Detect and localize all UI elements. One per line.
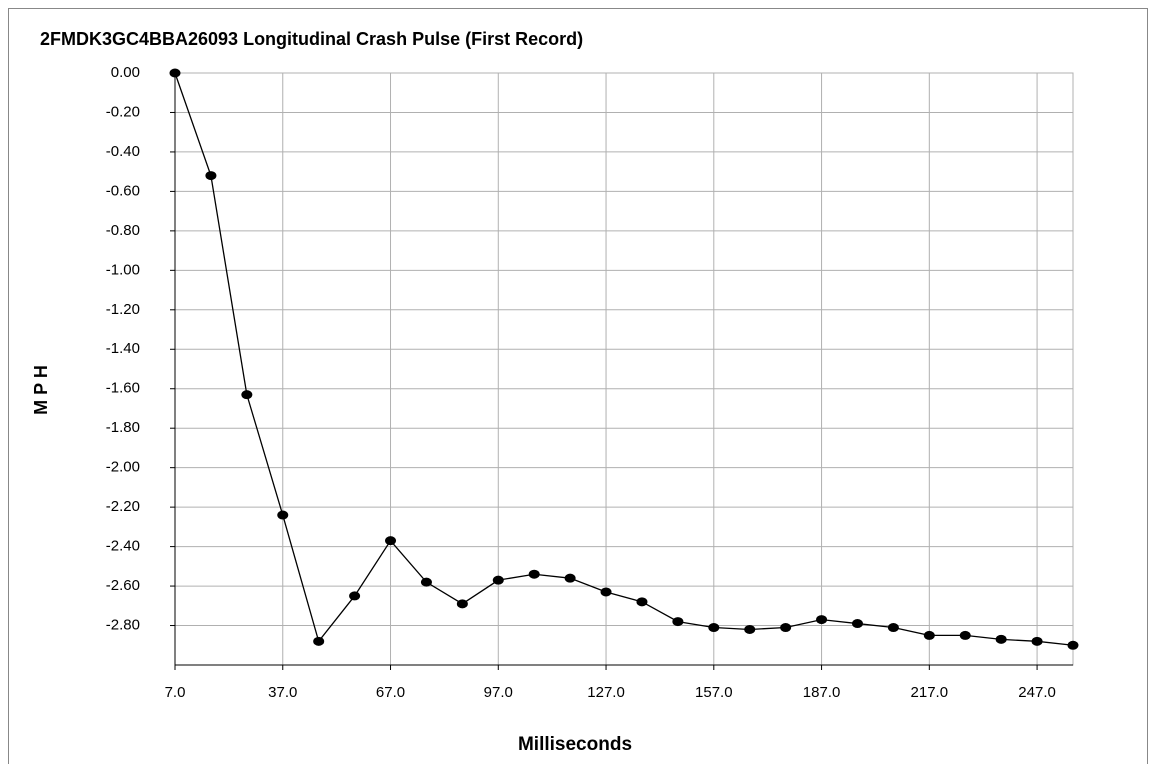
data-point xyxy=(923,630,935,640)
x-tick-label: 97.0 xyxy=(484,684,513,701)
data-point xyxy=(780,623,792,633)
y-tick-label: -2.20 xyxy=(106,498,140,515)
data-point xyxy=(313,636,325,646)
y-tick-label: -2.40 xyxy=(106,538,140,555)
x-tick-label: 7.0 xyxy=(165,684,186,701)
y-tick-label: -1.80 xyxy=(106,419,140,436)
x-tick-label: 247.0 xyxy=(1018,684,1056,701)
y-tick-label: -1.40 xyxy=(106,340,140,357)
data-point xyxy=(636,597,648,607)
x-tick-label: 127.0 xyxy=(587,684,625,701)
data-point xyxy=(241,390,253,400)
y-tick-label: -1.20 xyxy=(106,301,140,318)
data-point xyxy=(420,577,432,587)
data-point xyxy=(169,68,181,78)
data-point xyxy=(1067,640,1079,650)
data-point xyxy=(492,575,504,585)
chart-frame xyxy=(8,8,1148,764)
data-point xyxy=(995,634,1007,644)
data-point xyxy=(959,630,971,640)
y-tick-label: -0.40 xyxy=(106,143,140,160)
chart-title: 2FMDK3GC4BBA26093 Longitudinal Crash Pul… xyxy=(40,29,583,49)
data-point xyxy=(600,587,612,597)
x-tick-label: 37.0 xyxy=(268,684,297,701)
data-point xyxy=(816,615,828,625)
y-axis-label: M P H xyxy=(31,365,51,415)
data-point xyxy=(277,510,289,520)
data-point xyxy=(708,623,720,633)
data-point xyxy=(1031,636,1043,646)
data-point xyxy=(851,619,863,629)
data-point xyxy=(456,599,468,609)
x-tick-label: 187.0 xyxy=(803,684,841,701)
y-tick-label: -2.00 xyxy=(106,459,140,476)
x-tick-label: 217.0 xyxy=(911,684,949,701)
series-line xyxy=(174,72,1074,646)
data-point xyxy=(564,573,576,583)
data-point xyxy=(672,617,684,627)
y-tick-label: -0.80 xyxy=(106,222,140,239)
x-tick-label: 67.0 xyxy=(376,684,405,701)
y-tick-label: -1.60 xyxy=(106,380,140,397)
y-tick-label: -2.80 xyxy=(106,617,140,634)
data-point xyxy=(205,171,217,181)
y-tick-label: -0.20 xyxy=(106,103,140,120)
x-axis-label: Milliseconds xyxy=(518,734,632,755)
x-tick-label: 157.0 xyxy=(695,684,733,701)
y-tick-label: -1.00 xyxy=(106,261,140,278)
data-point xyxy=(385,536,397,546)
data-point xyxy=(887,623,899,633)
data-point xyxy=(528,569,540,579)
data-point xyxy=(744,624,756,634)
y-tick-label: 0.00 xyxy=(111,64,140,81)
data-point xyxy=(349,591,361,601)
plot-area xyxy=(174,72,1074,666)
y-tick-label: -2.60 xyxy=(106,577,140,594)
y-tick-label: -0.60 xyxy=(106,182,140,199)
